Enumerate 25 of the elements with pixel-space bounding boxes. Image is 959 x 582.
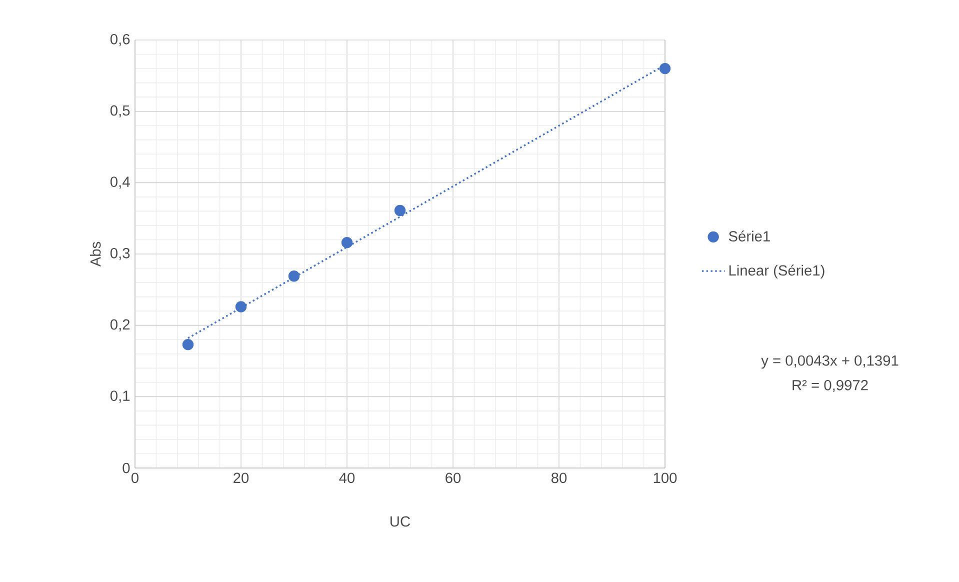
y-tick-label: 0,3 — [110, 248, 130, 260]
x-tick-label: 80 — [551, 472, 567, 484]
y-tick-label: 0,1 — [110, 390, 130, 403]
point — [288, 270, 300, 282]
x-tick-label: 60 — [446, 472, 461, 484]
x-tick-label: 100 — [654, 472, 677, 484]
y-tick-label: 0,6 — [110, 34, 130, 46]
y-tick-label: 0 — [122, 462, 130, 474]
point — [235, 301, 247, 312]
point — [659, 62, 671, 74]
text: R² = 0,9972 — [792, 380, 868, 392]
point — [394, 204, 406, 216]
x-tick-label: 20 — [234, 472, 249, 484]
x-tick-label: 40 — [339, 472, 355, 484]
y-tick-label: 0,5 — [110, 105, 130, 118]
point — [341, 236, 353, 248]
text: y = 0,0043x + 0,1391 — [761, 355, 898, 369]
x-axis-title: UC — [390, 516, 410, 527]
point — [182, 338, 194, 350]
y-tick-label: 0,4 — [110, 176, 130, 189]
legend-label: Série1 — [728, 230, 770, 242]
legend-label: Linear (Série1) — [729, 264, 824, 278]
x-tick-label: 0 — [131, 472, 138, 484]
y-axis-title: Abs — [90, 242, 101, 267]
y-tick-label: 0,2 — [110, 319, 130, 332]
